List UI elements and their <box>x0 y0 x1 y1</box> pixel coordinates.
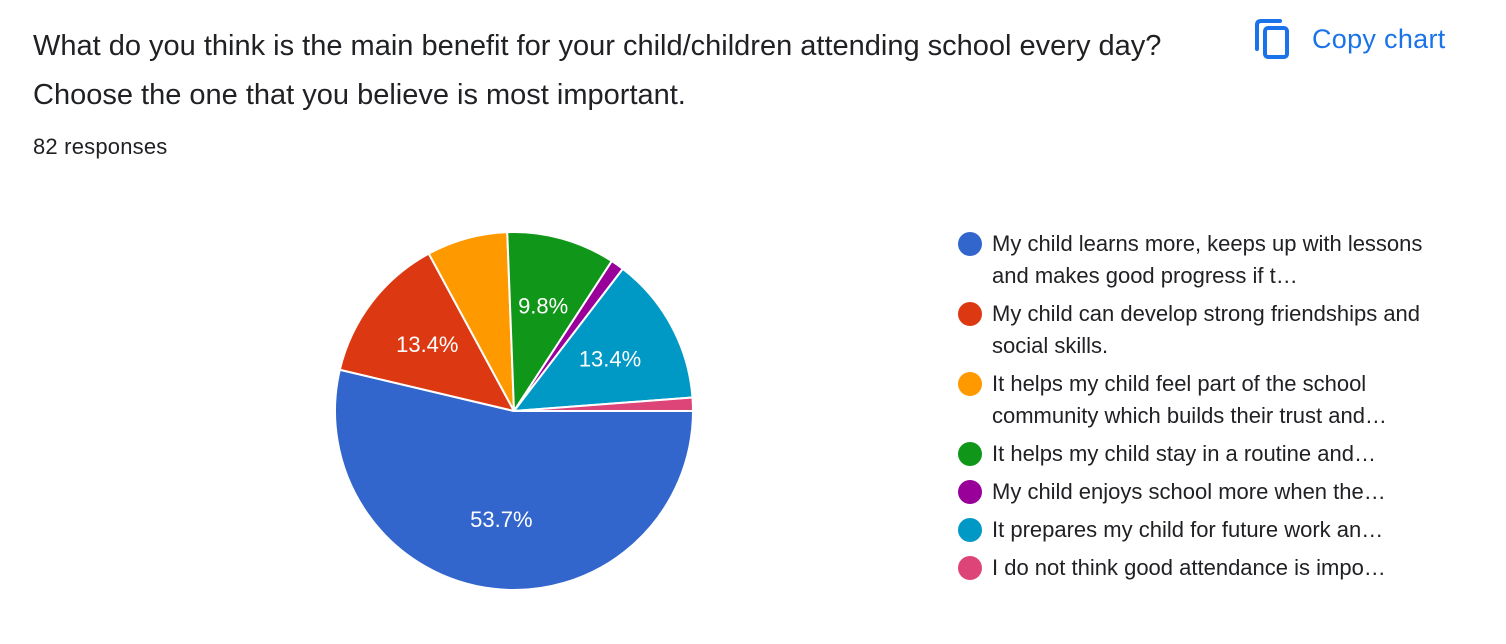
legend-item[interactable]: My child learns more, keeps up with less… <box>958 228 1428 292</box>
legend-item[interactable]: I do not think good attendance is impo… <box>958 552 1428 584</box>
legend-label: My child can develop strong friendships … <box>992 301 1421 358</box>
pie-slice-label-3: 9.8% <box>518 293 568 318</box>
pie-slice-5[interactable] <box>513 267 694 412</box>
question-title: What do you think is the main benefit fo… <box>33 30 1162 111</box>
legend-swatch <box>958 480 982 504</box>
pie-slice-6[interactable] <box>513 396 694 412</box>
legend-item[interactable]: It helps my child feel part of the schoo… <box>958 368 1428 432</box>
legend-label: My child enjoys school more when the… <box>992 479 1386 504</box>
legend-swatch <box>958 518 982 542</box>
legend-swatch <box>958 556 982 580</box>
legend-swatch <box>958 442 982 466</box>
copy-chart-label: Copy chart <box>1312 23 1446 54</box>
pie-slice-0[interactable] <box>334 368 694 591</box>
pie-slice-3[interactable] <box>506 231 613 412</box>
legend-swatch <box>958 302 982 326</box>
pie-slice-label-1: 13.4% <box>396 332 458 357</box>
legend-label: I do not think good attendance is impo… <box>992 555 1386 580</box>
chart-legend: My child learns more, keeps up with less… <box>958 228 1428 590</box>
legend-swatch <box>958 232 982 256</box>
pie-slice-label-0: 53.7% <box>470 507 532 532</box>
legend-label: It helps my child stay in a routine and… <box>992 441 1376 466</box>
legend-item[interactable]: My child can develop strong friendships … <box>958 298 1428 362</box>
legend-item[interactable]: It prepares my child for future work an… <box>958 514 1428 546</box>
legend-swatch <box>958 372 982 396</box>
response-count: 82 responses <box>33 134 168 159</box>
legend-item[interactable]: It helps my child stay in a routine and… <box>958 438 1428 470</box>
legend-label: My child learns more, keeps up with less… <box>992 231 1423 288</box>
chart-header: What do you think is the main benefit fo… <box>33 22 1193 120</box>
legend-label: It prepares my child for future work an… <box>992 517 1384 542</box>
pie-slice-1[interactable] <box>338 252 515 412</box>
pie-chart: 53.7% 13.4% 9.8% 13.4% <box>334 231 694 591</box>
copy-chart-button[interactable]: Copy chart <box>1254 18 1446 60</box>
copy-icon <box>1254 18 1290 60</box>
legend-item[interactable]: My child enjoys school more when the… <box>958 476 1428 508</box>
pie-slice-label-5: 13.4% <box>579 346 641 371</box>
legend-label: It helps my child feel part of the schoo… <box>992 371 1387 428</box>
